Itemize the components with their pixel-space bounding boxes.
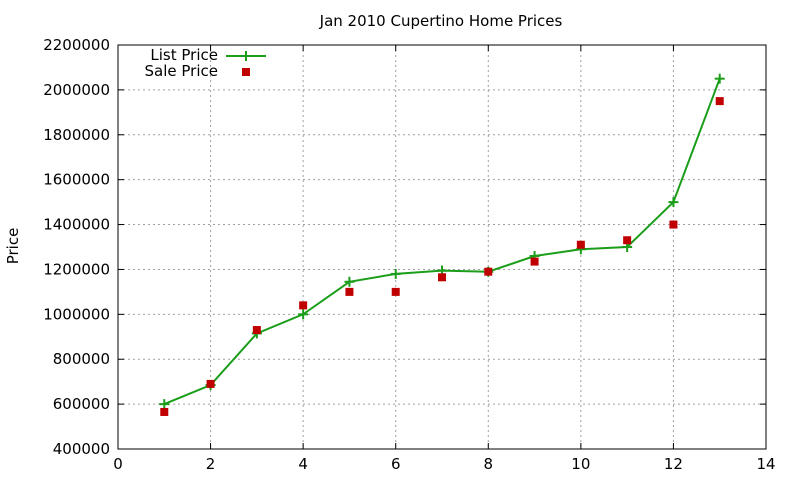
x-tick-label: 0 <box>113 455 123 473</box>
legend: List Price Sale Price <box>145 46 266 80</box>
axis-ticks: 0 2 4 6 8 10 12 14 400000 600000 800000 1000000 1200… <box>43 36 775 473</box>
list-price-point <box>344 276 355 287</box>
sale-price-point <box>391 287 400 296</box>
y-tick-label: 1400000 <box>43 216 110 234</box>
sale-price-point <box>623 236 632 245</box>
sale-price-point <box>438 273 446 282</box>
list-price-point <box>668 197 679 208</box>
list-price-point <box>159 399 170 410</box>
x-tick-label: 10 <box>571 455 590 473</box>
legend-sale-price-marker <box>242 68 250 76</box>
sale-price-point <box>669 220 678 229</box>
y-tick-label: 2000000 <box>43 81 110 99</box>
list-price-point <box>390 268 401 279</box>
y-tick-label: 1000000 <box>43 305 110 323</box>
x-tick-label: 6 <box>391 455 401 473</box>
y-tick-label: 2200000 <box>43 36 110 54</box>
y-tick-label: 1200000 <box>43 260 110 278</box>
x-tick-label: 8 <box>484 455 494 473</box>
y-tick-label: 400000 <box>53 440 110 458</box>
sale-price-point <box>715 97 724 106</box>
y-tick-label: 800000 <box>53 350 110 368</box>
plot-area-frame <box>117 44 767 450</box>
x-tick-label: 12 <box>664 455 683 473</box>
x-tick-label: 2 <box>206 455 216 473</box>
sale-price-point <box>299 301 308 310</box>
list-price-point <box>298 309 309 320</box>
sale-price-point <box>484 267 493 276</box>
list-price-line <box>163 78 721 406</box>
sale-price-point <box>530 257 539 266</box>
grid <box>118 45 766 449</box>
y-tick-label: 600000 <box>53 395 110 413</box>
sale-price-point <box>160 407 169 416</box>
y-axis-label: Price <box>4 228 22 265</box>
y-tick-label: 1600000 <box>43 171 110 189</box>
legend-list-price-label: List Price <box>150 46 218 64</box>
x-tick-label: 4 <box>298 455 308 473</box>
sale-price-point <box>345 287 354 296</box>
sale-price-point <box>252 326 261 335</box>
sale-price-point <box>576 240 585 249</box>
sale-price-point <box>206 379 215 388</box>
series-layer <box>159 73 725 416</box>
legend-sale-price-label: Sale Price <box>145 62 218 80</box>
y-tick-label: 1800000 <box>43 126 110 144</box>
list-price-point <box>714 73 725 84</box>
chart-title: Jan 2010 Cupertino Home Prices <box>319 12 563 30</box>
x-tick-label: 14 <box>756 455 775 473</box>
